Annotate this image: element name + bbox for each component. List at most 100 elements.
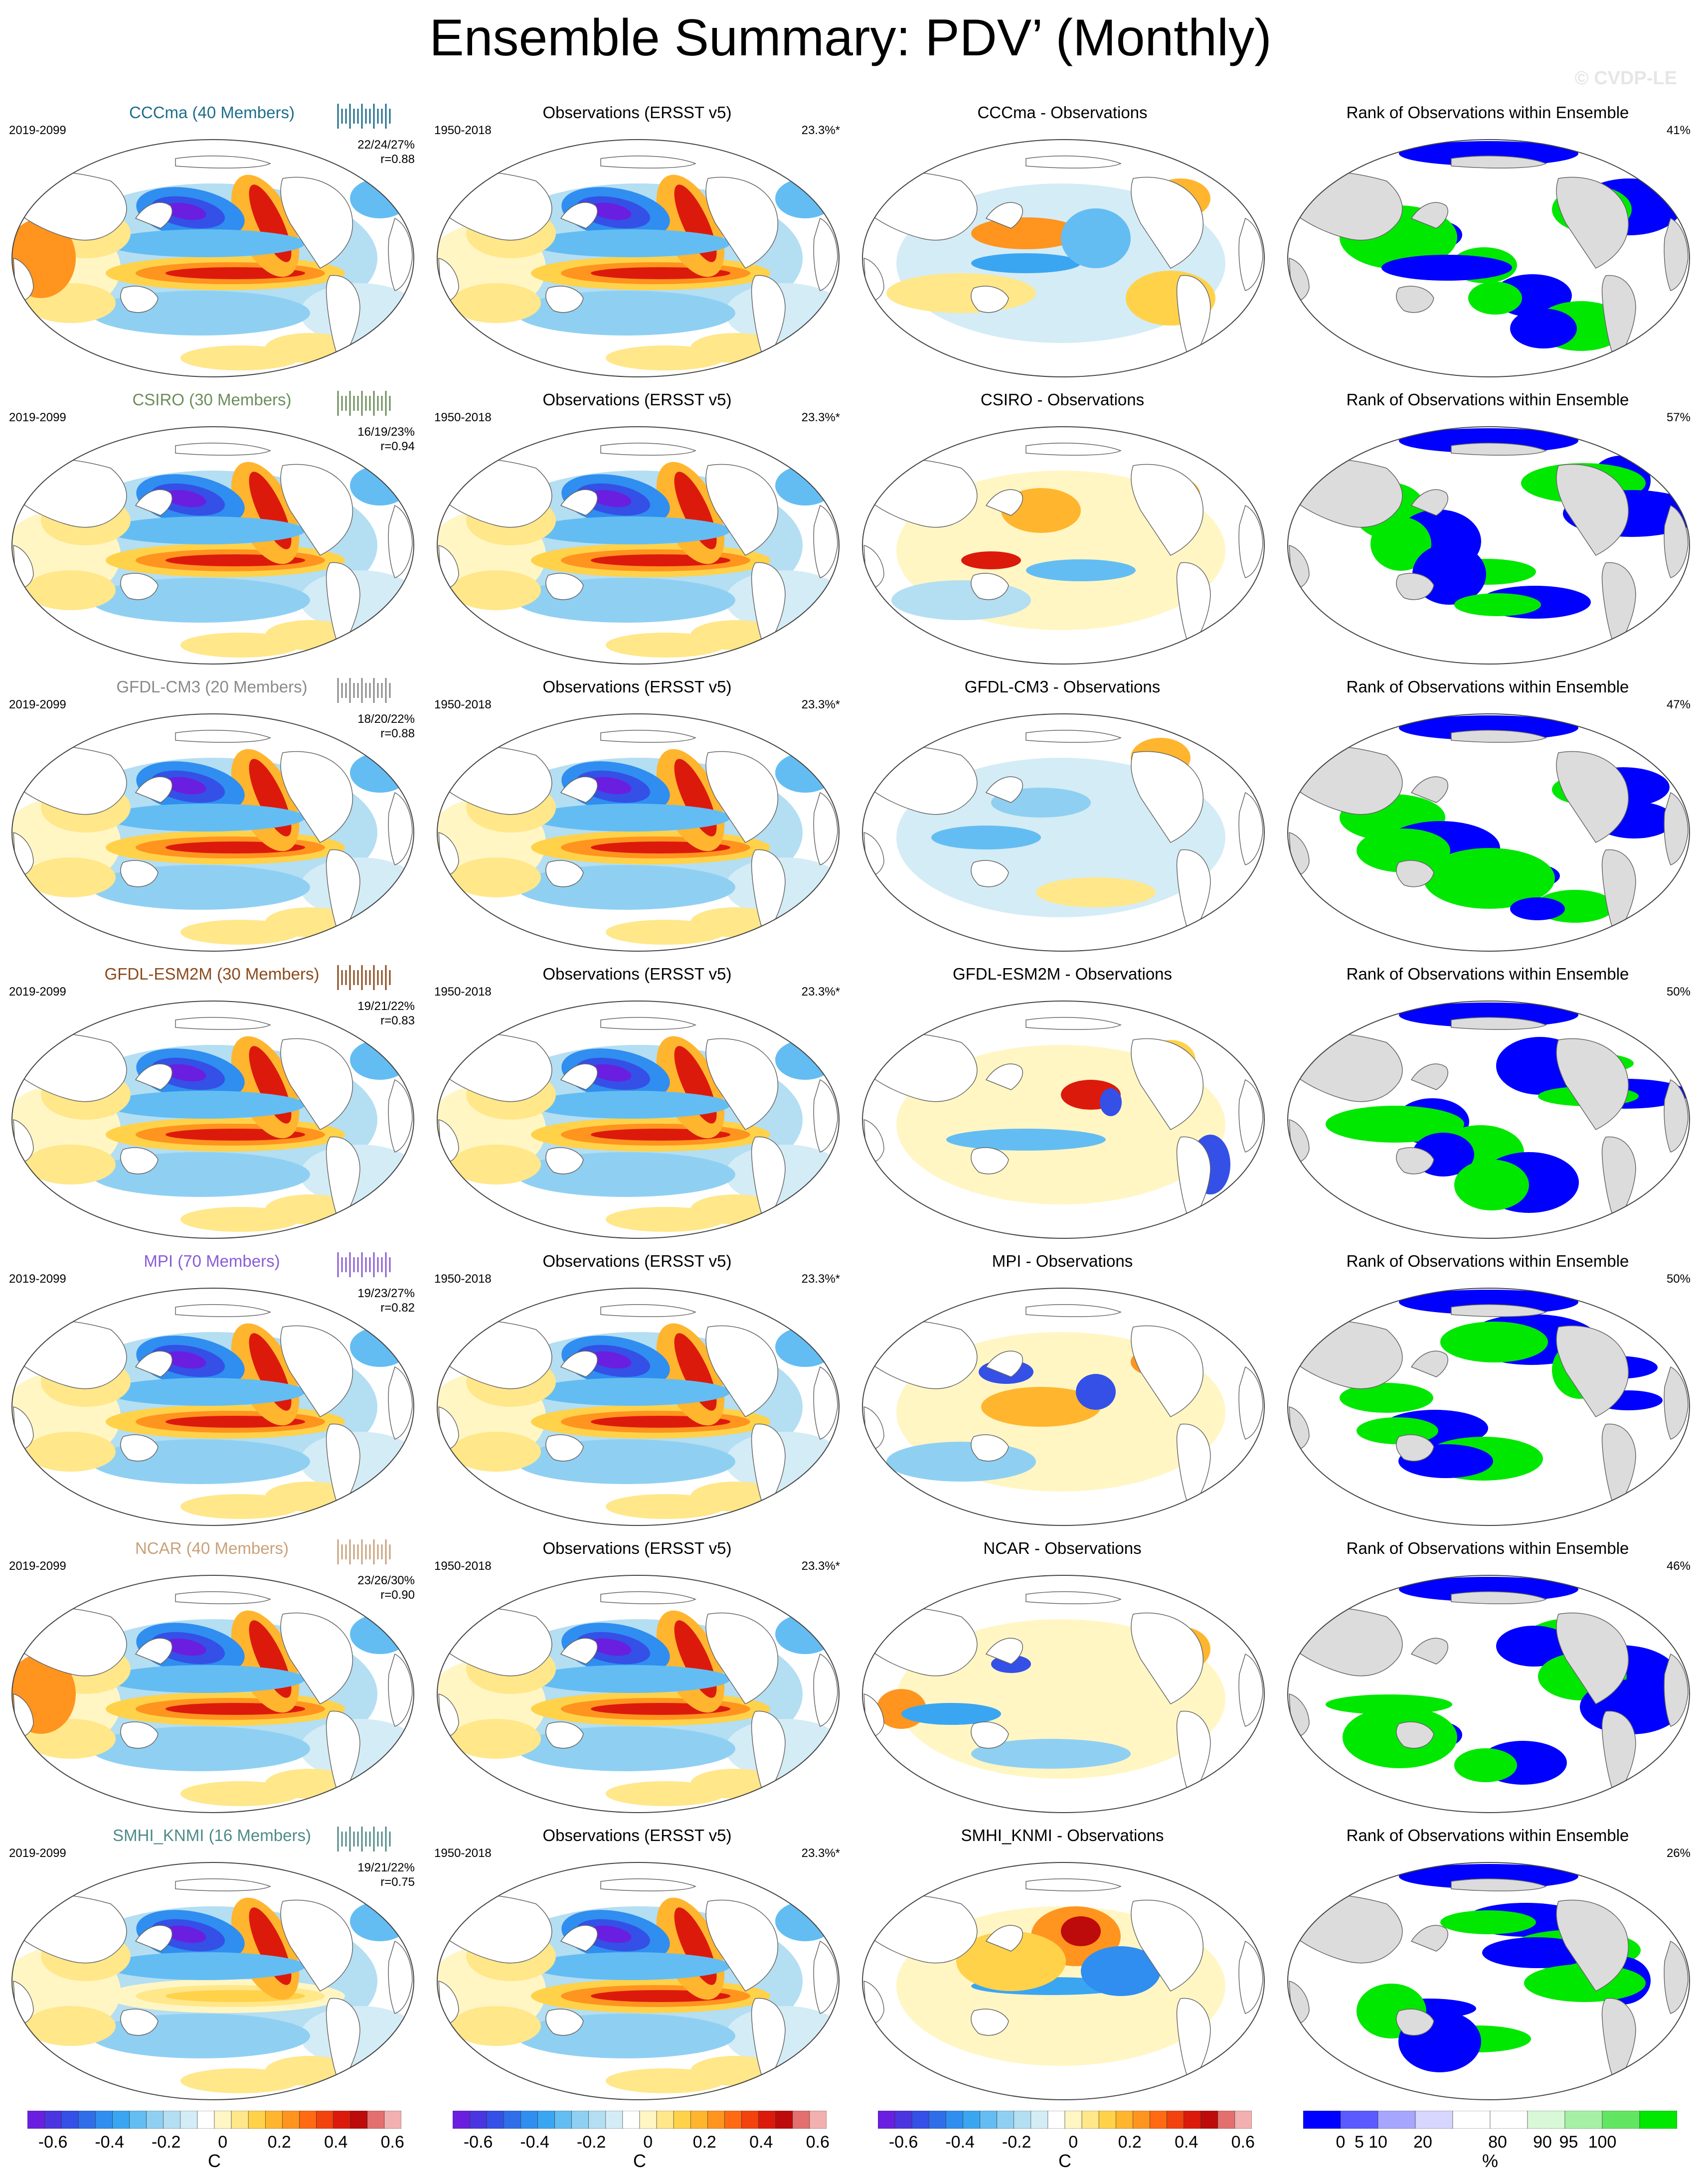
panel-difference: MPI - Observations: [850, 1244, 1274, 1530]
colorbar-tick-label: 0.2: [1118, 2133, 1142, 2152]
colorbar-swatch: [350, 2110, 368, 2129]
panel-percent: 23.3%*: [801, 698, 840, 711]
anomaly-map: [862, 1001, 1265, 1239]
stats-correlation: r=0.75: [380, 1875, 415, 1889]
panel-model-smhi: SMHI_KNMI (16 Members) 2019-2099 19/21/22%…: [0, 1819, 424, 2105]
colorbar-tick-label: 90: [1533, 2133, 1552, 2152]
anomaly-map: [11, 1862, 414, 2100]
panel-model-ncar: NCAR (40 Members) 2019-2099 23/26/30% r=0.9…: [0, 1531, 424, 1818]
panel-title: SMHI_KNMI - Observations: [961, 1826, 1164, 1845]
panel-rank: Rank of Observations within Ensemble 26%: [1276, 1819, 1700, 2105]
rank-map: [1287, 713, 1690, 952]
member-ticks: [337, 1252, 391, 1277]
panel-observations: Observations (ERSST v5) 1950-2018 23.3%*: [425, 1819, 849, 2105]
colorbar-tick-label: 0.6: [1231, 2133, 1255, 2152]
panel-percent: 50%: [1666, 1272, 1691, 1286]
panel-stats: 16/19/23% r=0.94: [357, 425, 415, 454]
panel-stats: 19/23/27% r=0.82: [357, 1286, 415, 1315]
colorbar-swatch: [231, 2110, 249, 2129]
colorbar-swatch: [367, 2110, 385, 2129]
colorbar-tick-label: 0.4: [1175, 2133, 1198, 2152]
panel-years: 2019-2099: [9, 1559, 66, 1573]
stats-percent: 19/21/22%: [357, 1000, 415, 1013]
colorbar-swatch: [1184, 2110, 1201, 2129]
panel-percent: 23.3%*: [801, 1272, 840, 1286]
stats-correlation: r=0.88: [380, 727, 415, 740]
colorbar-swatch: [894, 2110, 912, 2129]
colorbar-swatch: [673, 2110, 691, 2129]
colorbar-swatch: [1133, 2110, 1150, 2129]
colorbar-tick-label: 100: [1588, 2133, 1617, 2152]
panel-title: Observations (ERSST v5): [542, 1539, 732, 1557]
stats-percent: 19/23/27%: [357, 1287, 415, 1300]
colorbar-tick-label: 0: [643, 2133, 653, 2152]
colorbar-swatch: [112, 2110, 130, 2129]
colorbar-swatch: [911, 2110, 929, 2129]
colorbar-swatch: [333, 2110, 351, 2129]
colorbar-swatch: [61, 2110, 79, 2129]
panel-difference: GFDL-ESM2M - Observations: [850, 957, 1274, 1243]
stats-percent: 19/21/22%: [357, 1861, 415, 1874]
panel-percent: 23.3%*: [801, 1559, 840, 1573]
colorbar-swatch: [384, 2110, 402, 2129]
panel-title: Rank of Observations within Ensemble: [1346, 677, 1629, 696]
colorbar-tick-label: 10: [1368, 2133, 1387, 2152]
stats-correlation: r=0.88: [380, 153, 415, 166]
colorbar-swatch: [1527, 2110, 1565, 2129]
panel-title: CSIRO - Observations: [980, 390, 1145, 409]
anomaly-map: [862, 713, 1265, 952]
panel-title: Observations (ERSST v5): [542, 1252, 732, 1270]
colorbar-swatch: [1081, 2110, 1099, 2129]
member-ticks: [337, 104, 391, 129]
colorbar-swatch: [775, 2110, 793, 2129]
colorbar-swatch: [44, 2110, 62, 2129]
anomaly-map: [437, 1575, 840, 1813]
colorbar-swatch: [758, 2110, 776, 2129]
colorbar-tick-label: 0.2: [692, 2133, 716, 2152]
colorbar-swatch: [571, 2110, 589, 2129]
panel-title: Observations (ERSST v5): [542, 677, 732, 696]
anomaly-map: [437, 713, 840, 952]
panel-observations: Observations (ERSST v5) 1950-2018 23.3%*: [425, 1531, 849, 1818]
anomaly-map: [11, 1001, 414, 1239]
colorbar-swatch: [1167, 2110, 1184, 2129]
colorbar-swatch: [503, 2110, 521, 2129]
colorbar-swatch: [1377, 2110, 1416, 2129]
colorbar-tick-label: -0.4: [520, 2133, 549, 2152]
colorbar-swatch: [877, 2110, 895, 2129]
panel-rank: Rank of Observations within Ensemble 47%: [1276, 670, 1700, 956]
colorbar-swatch: [1303, 2110, 1341, 2129]
page-title: Ensemble Summary: PDV’ (Monthly): [429, 9, 1272, 67]
colorbar-swatch: [282, 2110, 300, 2129]
panel-years: 2019-2099: [9, 1847, 66, 1860]
panel-title: CCCma (40 Members): [129, 103, 295, 122]
panel-title: MPI (70 Members): [144, 1252, 280, 1270]
panel-observations: Observations (ERSST v5) 1950-2018 23.3%*: [425, 670, 849, 956]
colorbar-swatch: [1115, 2110, 1133, 2129]
stats-percent: 22/24/27%: [357, 138, 415, 152]
colorbar-tick-label: -0.2: [1002, 2133, 1031, 2152]
panel-percent: 46%: [1666, 1559, 1691, 1573]
anomaly-map: [437, 1862, 840, 2100]
panel-rank: Rank of Observations within Ensemble 50%: [1276, 1244, 1700, 1530]
colorbar-unit: C: [1058, 2151, 1071, 2171]
anomaly-map: [437, 1288, 840, 1526]
panel-years: 1950-2018: [434, 1272, 492, 1286]
colorbar-temperature-2: -0.6 -0.4 -0.2 0 0.2 0.4 0.6 C: [452, 2110, 830, 2171]
anomaly-map: [11, 1288, 414, 1526]
colorbar-swatch: [605, 2110, 623, 2129]
panel-difference: GFDL-CM3 - Observations: [850, 670, 1274, 956]
colorbar-swatch: [520, 2110, 538, 2129]
rank-map: [1287, 1575, 1690, 1813]
panel-stats: 23/26/30% r=0.90: [357, 1573, 415, 1602]
panel-stats: 22/24/27% r=0.88: [357, 138, 415, 167]
panel-rank: Rank of Observations within Ensemble 46%: [1276, 1531, 1700, 1818]
stats-correlation: r=0.83: [380, 1014, 415, 1027]
colorbar-tick-label: 80: [1488, 2133, 1507, 2152]
colorbar-swatch: [197, 2110, 215, 2129]
colorbar-tick-label: 0.2: [267, 2133, 291, 2152]
colorbar-swatch: [469, 2110, 487, 2129]
panel-percent: 47%: [1666, 698, 1691, 711]
colorbar-swatch: [1217, 2110, 1235, 2129]
panel-years: 2019-2099: [9, 411, 66, 424]
